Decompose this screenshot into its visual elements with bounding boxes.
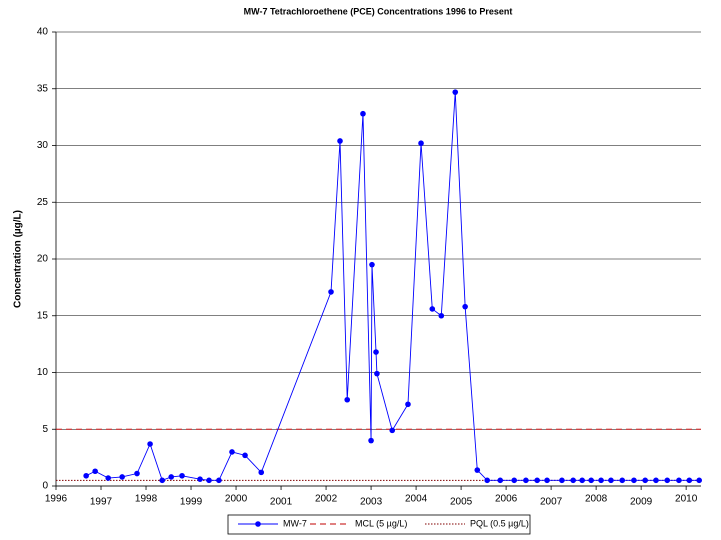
data-point [474, 467, 481, 473]
data-point [484, 477, 491, 484]
data-point [462, 303, 468, 310]
data-point [429, 306, 436, 312]
y-tick-label: 40 [37, 27, 49, 38]
data-point [523, 477, 529, 484]
data-point [642, 477, 648, 484]
data-point [328, 289, 334, 295]
data-point [159, 477, 166, 484]
x-tick-label: 2007 [540, 497, 563, 508]
data-point [258, 469, 265, 476]
data-point [497, 477, 504, 484]
data-point [534, 477, 540, 484]
data-point [92, 468, 98, 475]
y-tick-label: 10 [37, 367, 49, 378]
x-tick-label: 2000 [225, 494, 248, 505]
y-tick-label: 30 [37, 140, 49, 151]
data-point [598, 477, 604, 484]
data-point [631, 477, 637, 484]
data-point [511, 477, 518, 484]
data-point [619, 477, 626, 484]
data-point [405, 401, 411, 408]
data-point [664, 477, 671, 484]
data-point [438, 312, 445, 319]
data-point [559, 477, 565, 484]
data-point [418, 140, 424, 147]
data-point [229, 449, 235, 455]
x-tick-label: 1997 [90, 497, 113, 508]
x-tick-label: 1998 [135, 494, 158, 505]
data-point [242, 452, 248, 459]
chart-title: MW-7 Tetrachloroethene (PCE) Concentrati… [244, 6, 513, 16]
data-point [676, 477, 682, 484]
y-tick-label: 15 [37, 310, 49, 321]
data-point [105, 475, 112, 481]
x-tick-label: 1999 [180, 497, 203, 508]
x-tick-label: 2003 [360, 497, 383, 508]
data-point [337, 138, 343, 144]
data-point [389, 427, 396, 434]
data-point [119, 474, 125, 480]
legend-label: PQL (0.5 µg/L) [470, 518, 529, 528]
data-point [373, 349, 379, 355]
data-point [216, 477, 222, 484]
x-tick-label: 2002 [315, 494, 338, 505]
x-tick-label: 2008 [585, 494, 608, 505]
series-line [85, 92, 700, 481]
data-point [168, 474, 175, 480]
y-axis-label: Concentration (µg/L) [13, 210, 24, 308]
y-tick-label: 5 [42, 424, 48, 435]
legend-label: MCL (5 µg/L) [355, 518, 407, 528]
x-tick-label: 2004 [405, 494, 428, 505]
data-point [368, 437, 374, 444]
legend-box [227, 514, 531, 535]
data-point [653, 477, 659, 484]
legend-marker [255, 521, 261, 527]
x-tick-label: 2001 [270, 497, 293, 508]
data-point [179, 472, 185, 479]
data-point [197, 476, 203, 482]
data-point [147, 441, 153, 447]
y-tick-label: 0 [42, 481, 48, 492]
data-point [544, 477, 550, 484]
data-point [686, 477, 693, 484]
data-point [360, 110, 366, 117]
data-point [696, 477, 702, 484]
data-point [579, 477, 585, 484]
data-point [206, 477, 212, 484]
y-tick-label: 20 [37, 254, 49, 265]
x-tick-label: 2006 [495, 494, 518, 505]
data-point [608, 477, 614, 484]
data-point [83, 472, 89, 479]
y-tick-label: 35 [37, 83, 49, 94]
data-point [570, 477, 576, 484]
data-point [134, 470, 140, 477]
x-tick-label: 2010 [675, 494, 698, 505]
data-point [344, 396, 351, 403]
legend-label: MW-7 [283, 518, 307, 528]
data-point [369, 261, 375, 268]
x-tick-label: 2009 [630, 497, 653, 508]
x-tick-label: 1996 [45, 494, 68, 505]
data-point [452, 89, 459, 95]
y-tick-label: 25 [37, 197, 49, 208]
data-point [374, 370, 380, 377]
data-point [588, 477, 594, 484]
x-tick-label: 2005 [450, 497, 473, 508]
